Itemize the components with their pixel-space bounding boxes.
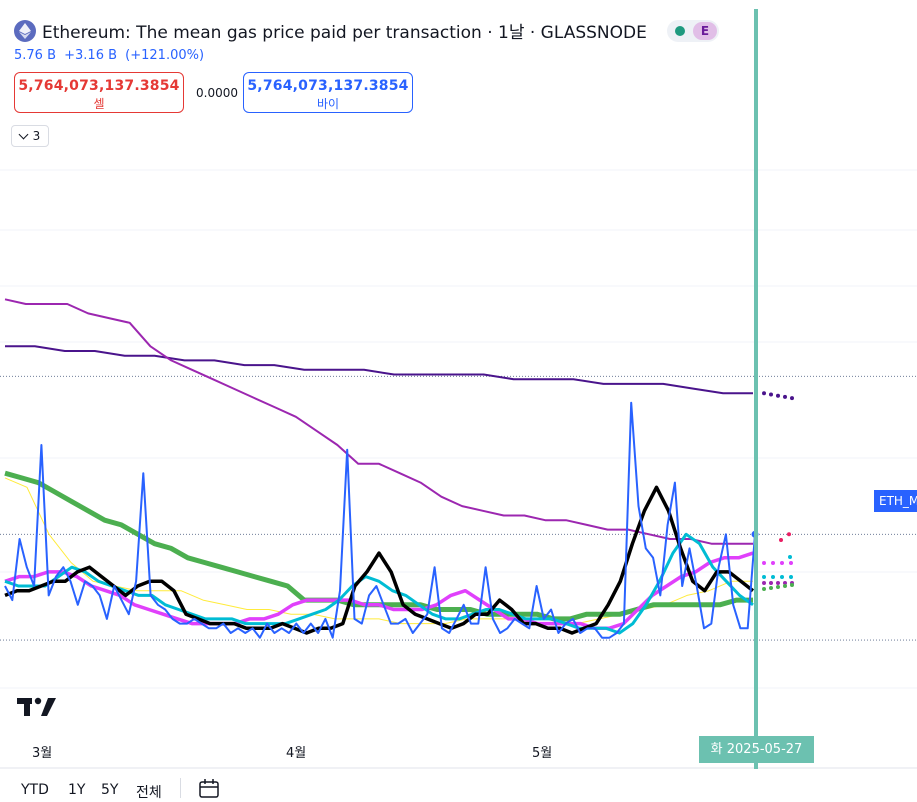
- grid-lines: [0, 169, 917, 769]
- ethereum-logo-icon: [14, 19, 36, 42]
- projection-dot: [771, 561, 775, 565]
- tradingview-logo-icon[interactable]: [17, 696, 57, 718]
- crosshair-vertical-line: [754, 9, 758, 769]
- projection-dot: [771, 575, 775, 579]
- projection-dot: [789, 561, 793, 565]
- data-source-badge[interactable]: E: [692, 21, 718, 40]
- projection-dot: [790, 583, 794, 587]
- toolbar-divider: [180, 778, 181, 798]
- projection-dot: [780, 575, 784, 579]
- projection-dot: [762, 561, 766, 565]
- price-summary: 5.76 B +3.16 B (+121.00%): [14, 48, 208, 63]
- projection-dot: [779, 538, 783, 542]
- projection-dot: [762, 581, 766, 585]
- x-axis-label: 4월: [286, 746, 307, 761]
- price-change: +3.16 B: [64, 48, 118, 63]
- projection-dot: [762, 575, 766, 579]
- chevron-down-icon: [18, 129, 29, 140]
- sell-price: 5,764,073,137.3854: [18, 78, 180, 94]
- spread-value: 0.0000: [196, 86, 238, 100]
- projection-dot: [769, 586, 773, 590]
- buy-label: 바이: [316, 97, 340, 111]
- last-price: 5.76 B: [14, 48, 56, 63]
- projection-dot: [776, 581, 780, 585]
- projection-dot: [783, 394, 787, 399]
- projection-dot: [787, 532, 791, 537]
- projection-dot: [769, 581, 773, 585]
- sell-label: 셀: [93, 97, 105, 111]
- indicators-toggle-button[interactable]: 3: [11, 125, 49, 147]
- projection-dot: [789, 575, 793, 579]
- projection-dot: [780, 561, 784, 565]
- projection-dot: [776, 393, 780, 398]
- x-axis-label: 5월: [532, 746, 553, 761]
- series-line-purple-ma: [4, 298, 753, 545]
- range-1y-button[interactable]: 1Y: [68, 782, 86, 798]
- chart-header: Ethereum: The mean gas price paid per tr…: [14, 18, 720, 43]
- projection-dot: [783, 581, 787, 585]
- x-axis-label: 3월: [32, 746, 53, 761]
- projection-dot: [762, 391, 766, 396]
- status-pills[interactable]: E: [666, 19, 720, 42]
- sell-button[interactable]: 5,764,073,137.3854 셀: [14, 72, 184, 113]
- series-price-tag[interactable]: ETH_MEAN: [874, 490, 917, 512]
- projection-dots: [762, 391, 794, 591]
- series-line-main: [4, 401, 756, 639]
- projection-dot: [788, 555, 792, 559]
- range-5y-button[interactable]: 5Y: [101, 782, 119, 798]
- series-layer: [4, 298, 759, 639]
- series-line-indigo-ma: [5, 345, 753, 395]
- indicator-count: 3: [32, 129, 41, 143]
- price-change-percent: (+121.00%): [125, 48, 205, 63]
- calendar-icon[interactable]: [198, 778, 220, 798]
- series-line-black-ma: [4, 485, 755, 635]
- range-all-button[interactable]: 전체: [136, 785, 162, 801]
- bottom-toolbar: YTD 1Y 5Y 전체: [0, 770, 917, 801]
- market-status-icon: [674, 25, 685, 36]
- chart-title: Ethereum: The mean gas price paid per tr…: [42, 23, 647, 43]
- crosshair-date-label: 화 2025-05-27: [699, 736, 814, 763]
- projection-dot: [790, 396, 794, 401]
- projection-dot: [769, 392, 773, 397]
- buy-price: 5,764,073,137.3854: [247, 78, 409, 94]
- series-line-green-ma: [4, 470, 753, 622]
- range-ytd-button[interactable]: YTD: [21, 782, 49, 798]
- series-line-yellow-ma: [4, 477, 753, 625]
- projection-dot: [762, 587, 766, 591]
- series-line-magenta-ma: [4, 551, 754, 631]
- buy-button[interactable]: 5,764,073,137.3854 바이: [243, 72, 413, 113]
- projection-dot: [776, 585, 780, 589]
- projection-dot: [783, 584, 787, 588]
- series-line-cyan-ma: [4, 532, 754, 635]
